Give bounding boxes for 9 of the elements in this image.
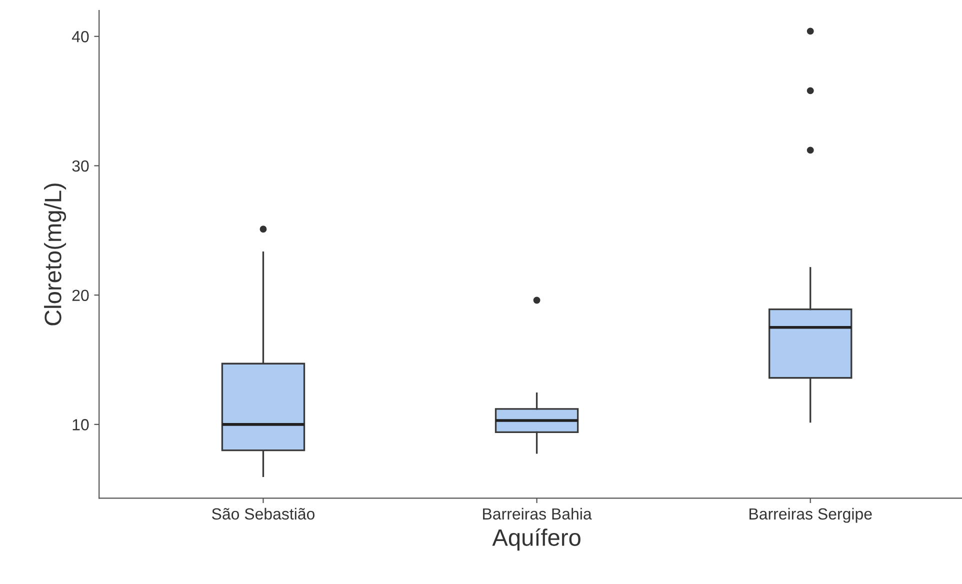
y-tick-label: 40 <box>72 31 89 42</box>
x-tick-label: Barreiras Bahia <box>483 508 592 520</box>
y-tick-label: 30 <box>72 160 89 172</box>
y-axis-title: Cloreto(mg/L) <box>44 184 66 326</box>
y-tick-label: 20 <box>72 290 89 302</box>
x-tick-label: Barreiras Sergipe <box>750 508 872 523</box>
x-tick-label: São Sebastião <box>212 508 315 520</box>
y-tick-label: 10 <box>72 419 89 430</box>
x-axis-title: Aquífero <box>492 528 580 551</box>
